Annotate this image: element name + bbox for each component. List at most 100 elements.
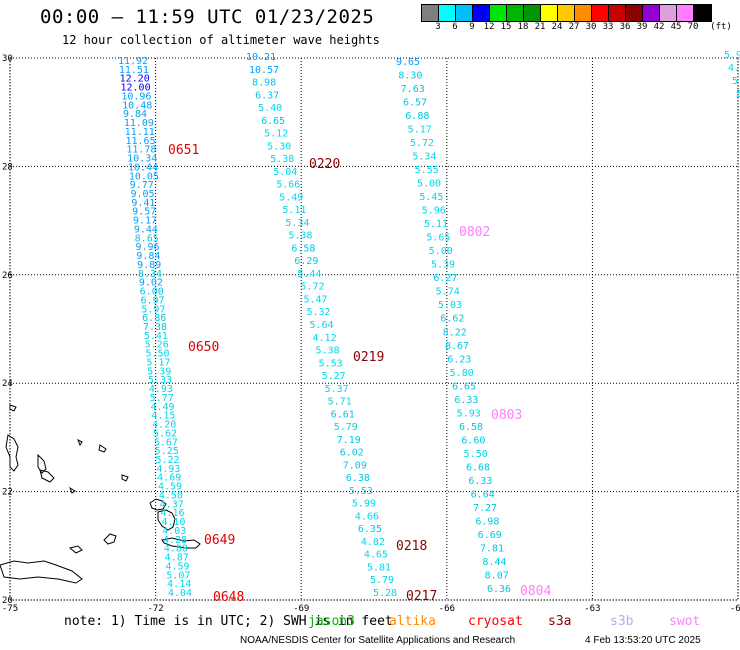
wave-height-value: 6.29 [294,256,318,267]
wave-height-value: 5.9 [724,50,740,61]
legend-tick-label: 12 [483,22,495,32]
wave-height-value: 5.93 [457,408,481,419]
legend-tick-label: 30 [585,22,597,32]
lon-tick-label: -75 [2,604,18,614]
wave-height-value: 5.32 [306,307,330,318]
legend-swatch [660,5,677,21]
legend-swatch [643,5,660,21]
wave-height-value: 6.02 [340,448,364,459]
island-shape [103,533,117,545]
island-shape [77,438,83,447]
axis-tick-labels: 30 28 26 24 22 20-75 -72 -69 -66 -63 -60 [2,54,740,614]
island-shape [5,434,19,472]
wave-height-value: 10.05 [129,171,159,182]
pass-time-label: 0651 [168,143,199,158]
legend-swatch [439,5,456,21]
wave-height-value: 5.38 [270,154,294,165]
wave-height-value: 10.48 [122,100,152,111]
wave-height-value: 5.11 [424,219,448,230]
wave-height-value: 9.84 [123,109,147,120]
wave-height-value: 5.67 [154,437,178,448]
color-legend-ticks: 3 6 9 12 15 18 21 24 27 30 33 36 39 42 45 70 (ft) [421,22,740,34]
lon-tick-label: -63 [584,604,600,614]
wave-height-value: 9.96 [136,242,160,253]
wave-height-value: 5.47 [303,294,327,305]
wave-height-value: 12.00 [121,83,151,94]
wave-height-value: 5.71 [328,397,352,408]
wave-height-value: 9.65 [396,57,420,68]
legend-swatch [490,5,507,21]
wave-height-value: 5.55 [415,165,439,176]
wave-height-value: 5.26 [145,340,169,351]
wave-height-value: 6.00 [140,287,164,298]
lat-tick-label: 20 [2,596,13,606]
legend-swatch [677,5,694,21]
wave-height-value: 9.57 [132,207,156,218]
wave-height-value: 6.23 [447,354,471,365]
wave-height-value: 8.67 [445,341,469,352]
wave-height-value: 5.41 [144,331,168,342]
legend-tick-label: 70 [687,22,699,32]
wave-height-value: 4.7 [728,63,740,74]
wave-height-value: 4.66 [355,511,379,522]
wave-height-value: 5.74 [436,287,460,298]
island-shape [68,486,76,494]
legend-tick-label: 42 [653,22,665,32]
wave-height-value: 12.20 [120,74,150,85]
legend-swatch [694,5,711,21]
wave-height-value: 5.30 [267,141,291,152]
pass-time-label: 0650 [188,340,219,355]
wave-height-value: 4.10 [161,517,185,528]
wave-height-value: 9.44 [134,224,158,235]
wave-height-value: 5.25 [155,446,179,457]
wave-height-value: 6.61 [331,409,355,420]
wave-height-value: 7.38 [143,322,167,333]
lat-tick-label: 22 [2,488,13,498]
wave-height-value: 5.04 [273,167,297,178]
wave-height-value: 5.00 [417,179,441,190]
pass-time-label: 0804 [520,584,551,599]
legend-tick-label: 3 [435,22,441,32]
pass-time-label: 0220 [309,157,340,172]
wave-height-value: 11.11 [125,127,155,138]
wave-height-value: 5.99 [352,499,376,510]
wave-height-value: 6.65 [452,381,476,392]
wave-height-value: 4.16 [161,508,185,519]
wave-height-value: 4.15 [151,411,175,422]
legend-tick-label: 15 [500,22,512,32]
wave-height-value: 5.96 [422,206,446,217]
pass-time-label: 0218 [396,539,427,554]
island-shape [157,509,176,531]
wave-height-value: 6.69 [478,530,502,541]
wave-height-value: 4.37 [160,499,184,510]
wave-height-value: 4.12 [313,333,337,344]
wave-height-value: 4.28 [163,535,187,546]
wave-height-value: 6.37 [255,90,279,101]
satellite-legend-jason3: jason3 [308,614,355,629]
legend-swatch [473,5,490,21]
wave-height-value: 4.93 [156,464,180,475]
wave-height-value: 8.98 [252,78,276,89]
legend-swatch [541,5,558,21]
wave-height-value: 6.60 [461,435,485,446]
wave-height-value: 5.00 [429,246,453,257]
wave-height-value: 6.97 [141,295,165,306]
wave-height-value: 5.80 [450,368,474,379]
wave-height-value: 5.22 [156,455,180,466]
wave-height-value: 5.66 [276,180,300,191]
wave-height-value: 9.41 [131,198,155,209]
legend-swatch [609,5,626,21]
wave-height-value: 10.34 [127,154,157,165]
wave-height-value: 11.92 [118,56,148,67]
wave-height-value: 6.58 [291,243,315,254]
wave-height-value: 5.34 [412,152,436,163]
wave-height-value: 6.65 [261,116,285,127]
wave-height-value: 6.64 [471,489,495,500]
wave-height-value: 4.88 [164,544,188,555]
satellite-legend-cryosat: cryosat [468,614,523,629]
legend-tick-label: 33 [602,22,614,32]
legend-tick-label: 45 [670,22,682,32]
wave-height-value: 8.44 [482,557,506,568]
wave-height-value: 9.77 [130,180,154,191]
footer-note: note: 1) Time is in UTC; 2) SWH is in fe… [64,614,393,629]
